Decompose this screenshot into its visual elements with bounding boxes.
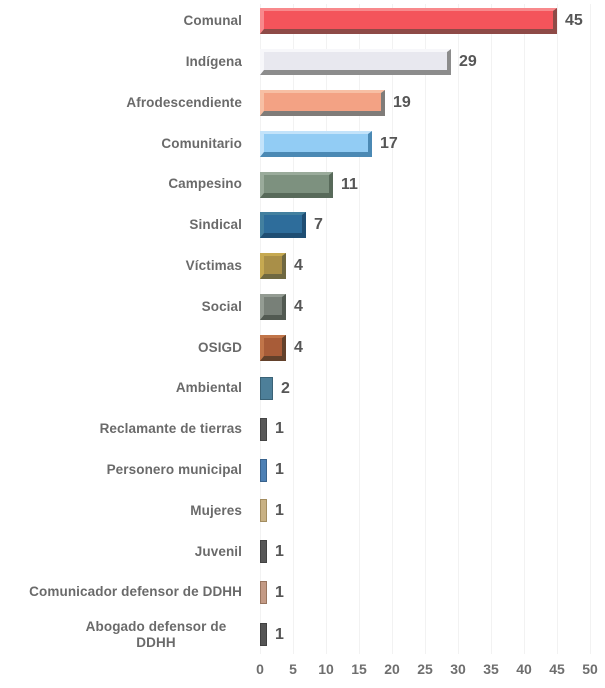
bar-zone: 17 [252,130,605,157]
category-label: OSIGD [197,339,242,355]
x-axis-tick: 5 [289,660,297,677]
bar [260,417,267,441]
bar-rows: Comunal 45 Indígena 29 Afrodescendiente … [0,1,605,657]
value-label: 1 [275,583,284,601]
bar-zone: 45 [252,8,605,35]
bar-zone: 1 [252,540,605,564]
value-label: 19 [393,93,411,111]
bar-row: OSIGD 4 [0,327,605,368]
category-label: Ambiental [175,380,242,396]
category-label: Sindical [189,217,242,233]
value-label: 4 [294,297,303,315]
bar-row: Reclamante de tierras 1 [0,409,605,450]
bar-zone: 4 [252,253,605,280]
bar-zone: 1 [252,458,605,482]
bar [260,293,286,320]
bar [260,458,267,482]
bar [260,581,267,605]
value-label: 1 [275,501,284,519]
bar-row: Juvenil 1 [0,531,605,572]
category-label: Abogado defensor de DDHH [85,618,227,650]
bar-zone: 2 [252,377,605,401]
x-axis-tick: 30 [450,660,466,677]
x-axis-tick: 20 [384,660,400,677]
x-axis: 0 5 10 15 20 25 30 35 40 45 50 [252,657,605,687]
value-label: 4 [294,257,303,275]
bar [260,49,451,76]
bar-zone: 7 [252,212,605,239]
x-axis-tick: 40 [516,660,532,677]
category-label: Comunicador defensor de DDHH [29,584,242,600]
bar [260,540,267,564]
value-label: 29 [459,53,477,71]
bar-zone: 29 [252,49,605,76]
bar-zone: 19 [252,89,605,116]
bar [260,130,372,157]
bar-row: Personero municipal 1 [0,450,605,491]
bar-zone: 1 [252,417,605,441]
bar-row: Víctimas 4 [0,246,605,287]
bar-zone: 4 [252,334,605,361]
category-label: Personero municipal [106,462,242,478]
value-label: 1 [275,625,284,643]
bar [260,89,385,116]
bar-row: Indígena 29 [0,42,605,83]
bar-row: Mujeres 1 [0,491,605,532]
bar [260,499,267,523]
category-label: Comunitario [161,135,242,151]
bar-row: Ambiental 2 [0,368,605,409]
bar-row: Sindical 7 [0,205,605,246]
category-label: Afrodescendiente [126,94,242,110]
category-label: Víctimas [185,258,242,274]
value-label: 2 [281,379,290,397]
bar [260,334,286,361]
bar-row: Social 4 [0,287,605,328]
bar-row: Comunal 45 [0,1,605,42]
bar-zone: 11 [252,171,605,198]
value-label: 1 [275,542,284,560]
x-axis-tick: 45 [549,660,565,677]
value-label: 4 [294,338,303,356]
category-label: Campesino [168,176,242,192]
value-label: 11 [341,175,358,193]
bar [260,253,286,280]
bar-row: Abogado defensor de DDHH 1 [0,613,605,657]
bar-zone: 4 [252,293,605,320]
x-axis-tick: 35 [483,660,499,677]
bar [260,377,273,401]
category-label: Reclamante de tierras [99,421,242,437]
value-label: 17 [380,134,398,152]
category-label: Juvenil [194,543,242,559]
value-label: 45 [565,12,583,30]
bar [260,171,333,198]
category-label: Indígena [185,54,242,70]
value-label: 1 [275,420,284,438]
bar-zone: 1 [252,623,605,647]
bar [260,212,306,239]
bar-row: Campesino 11 [0,164,605,205]
category-label: Social [201,298,242,314]
category-label: Mujeres [190,502,242,518]
bar-zone: 1 [252,499,605,523]
bar-row: Comunicador defensor de DDHH 1 [0,572,605,613]
bar-zone: 1 [252,581,605,605]
bar [260,8,557,35]
category-label: Comunal [183,13,242,29]
bar-row: Comunitario 17 [0,123,605,164]
value-label: 1 [275,461,284,479]
x-axis-tick: 10 [318,660,334,677]
value-label: 7 [314,216,323,234]
x-axis-tick: 50 [582,660,598,677]
x-axis-tick: 0 [256,660,264,677]
bar [260,623,267,647]
bar-row: Afrodescendiente 19 [0,83,605,124]
x-axis-tick: 25 [417,660,433,677]
x-axis-tick: 15 [351,660,367,677]
